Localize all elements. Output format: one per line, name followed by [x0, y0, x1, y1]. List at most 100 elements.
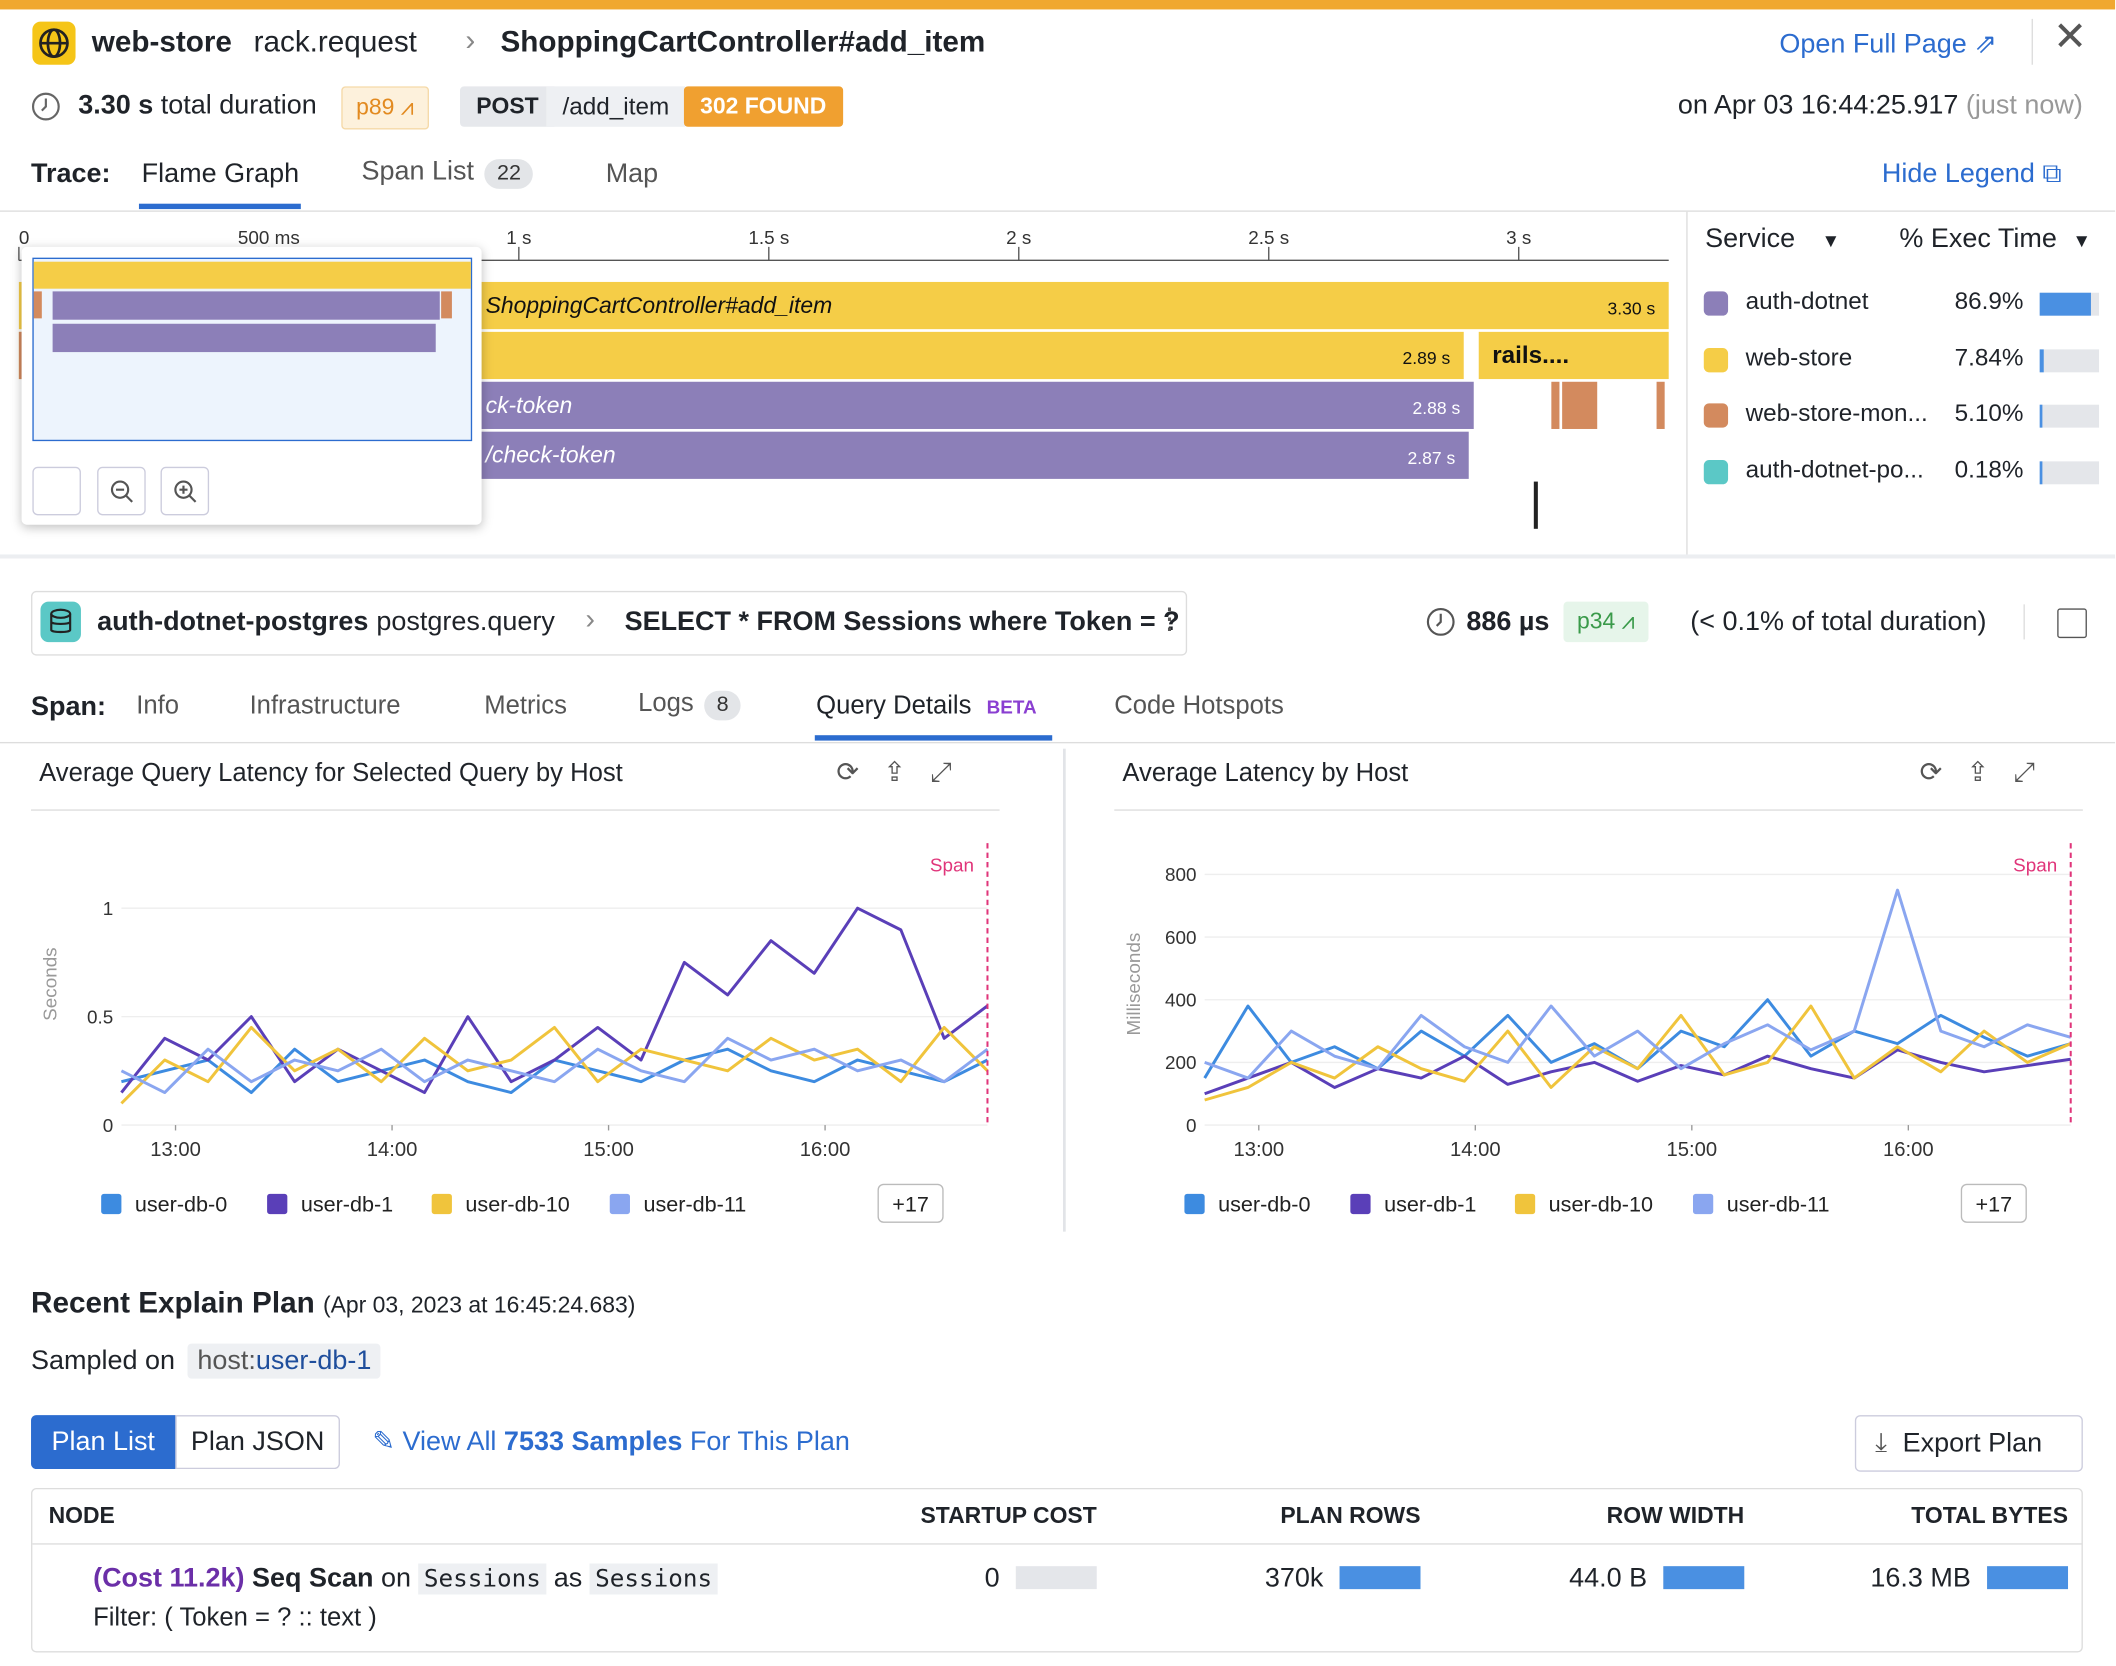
close-button[interactable]: ✕	[2053, 13, 2087, 60]
tab-metrics[interactable]: Metrics	[484, 692, 567, 722]
x-tick-label: 16:00	[800, 1139, 851, 1161]
path-badge: /add_item	[546, 86, 685, 126]
percentile-badge: p89 ⩘	[341, 86, 428, 129]
y-tick-label: 400	[1165, 991, 1197, 1012]
legend-swatch	[1350, 1194, 1370, 1214]
cursor-marker	[1534, 482, 1538, 529]
y-axis-label: Milliseconds	[1124, 933, 1145, 1036]
x-tick-label: 13:00	[1233, 1139, 1284, 1161]
legend-name: web-store	[1746, 343, 1853, 371]
legend-bar-track	[2040, 405, 2099, 428]
y-tick-label: 800	[1165, 865, 1197, 886]
tab-underline	[815, 735, 1052, 740]
view-all-samples[interactable]: ✎ View All 7533 Samples For This Plan	[372, 1425, 850, 1459]
legend-label: user-db-11	[1727, 1191, 1830, 1216]
minimap-viewport	[32, 258, 472, 441]
host-key: host:	[197, 1346, 255, 1376]
span-resource: SELECT * FROM Sessions where Token = ?	[625, 607, 1180, 638]
minimap-bar	[53, 291, 440, 319]
column-header: NODE	[49, 1503, 115, 1530]
legend-label: user-db-1	[1384, 1191, 1476, 1216]
tick-label: 2.5 s	[1248, 228, 1289, 249]
legend-swatch	[101, 1194, 121, 1214]
plan-json-button[interactable]: Plan JSON	[175, 1415, 340, 1469]
series-line	[121, 908, 987, 1092]
chevron: ›	[585, 604, 594, 636]
tab-query-details[interactable]: Query Details BETA	[816, 692, 1037, 722]
metric-bar	[1663, 1566, 1744, 1589]
divider	[1063, 749, 1066, 1232]
metric-value: 16.3 MB	[1870, 1563, 1970, 1594]
y-tick-label: 200	[1165, 1053, 1197, 1074]
method-badge: POST	[460, 86, 555, 126]
service-sort[interactable]: Service ▼	[1705, 224, 1840, 255]
span-label: ShoppingCartController#add_item	[486, 292, 833, 318]
tab-info[interactable]: Info	[136, 692, 179, 722]
export-plan-button[interactable]: ⤓ Export Plan	[1855, 1415, 2083, 1472]
legend-label: user-db-10	[1549, 1191, 1653, 1216]
legend-swatch	[1704, 459, 1728, 483]
y-tick-label: 0	[1186, 1116, 1197, 1137]
span-bar-small	[1657, 382, 1665, 429]
metric-value: 370k	[1265, 1563, 1324, 1594]
span-operation: postgres.query	[376, 607, 554, 638]
span-bar-small	[1551, 382, 1559, 429]
span-marker-label: Span	[930, 855, 974, 876]
hide-legend[interactable]: Hide Legend ⧉	[1882, 159, 2062, 190]
plan-list-button[interactable]: Plan List	[31, 1415, 175, 1469]
sampled-on: Sampled on host:user-db-1	[31, 1346, 381, 1377]
span-label: /check-token	[484, 442, 616, 468]
span-duration: 3.30 s	[1608, 298, 1656, 318]
plan-node: (Cost 11.2k) Seq Scan on Sessions as Ses…	[93, 1563, 717, 1594]
legend-pct: 5.10%	[1955, 399, 2024, 427]
open-full-page-label: Open Full Page	[1779, 30, 1966, 60]
legend-swatch	[610, 1194, 630, 1214]
x-tick-label: 14:00	[367, 1139, 418, 1161]
chart-actions[interactable]: ⟳⇪⤢	[1920, 755, 2060, 789]
duration-label: total duration	[161, 90, 317, 120]
x-tick-label: 16:00	[1883, 1139, 1934, 1161]
node-alias: Sessions	[590, 1563, 718, 1594]
zoom-out[interactable]	[97, 467, 146, 516]
chart-actions[interactable]: ⟳⇪⤢	[836, 755, 976, 789]
metric-bar	[1987, 1566, 2068, 1589]
column-header: STARTUP COST	[920, 1503, 1096, 1530]
node-filter: Filter: ( Token = ? :: text )	[93, 1604, 377, 1634]
explain-heading: Recent Explain Plan (Apr 03, 2023 at 16:…	[31, 1286, 635, 1321]
node-cost: (Cost 11.2k)	[93, 1563, 244, 1593]
tab-code-hotspots[interactable]: Code Hotspots	[1114, 692, 1284, 722]
legend-bar	[2040, 405, 2043, 428]
tab-logs[interactable]: Logs8	[638, 689, 741, 720]
exec-sort[interactable]: % Exec Time ▼	[1899, 224, 2091, 255]
minimap-collapse[interactable]	[32, 467, 81, 516]
duration-value: 3.30 s	[78, 90, 153, 120]
span-menu[interactable]: ⋮	[1155, 602, 1185, 637]
hide-legend-label: Hide Legend	[1882, 159, 2035, 189]
more-label: +17	[1976, 1191, 2013, 1216]
divider	[0, 742, 2115, 743]
db-icon-glyph	[40, 602, 80, 642]
span-percentile: p34	[1577, 608, 1615, 634]
beta-badge: BETA	[987, 696, 1037, 718]
globe-icon	[32, 22, 75, 65]
open-full-page[interactable]: Open Full Page ⇗	[1779, 27, 1997, 61]
tab-span-list[interactable]: Span List22	[362, 156, 534, 188]
legend-bar	[2040, 461, 2043, 484]
tick-label: 3 s	[1506, 228, 1531, 249]
operation-name: rack.request	[254, 24, 417, 59]
minimap	[22, 247, 482, 525]
span-duration: 886 µs	[1466, 607, 1549, 638]
legend-name: auth-dotnet	[1746, 287, 1869, 315]
tab-flame-graph[interactable]: Flame Graph	[142, 159, 299, 190]
service-name: web-store	[92, 24, 232, 59]
series-line	[1205, 890, 2071, 1078]
export-plan-label: Export Plan	[1903, 1429, 2042, 1459]
zoom-in[interactable]	[161, 467, 210, 516]
tab-map[interactable]: Map	[606, 159, 658, 190]
collapse-button[interactable]	[2057, 608, 2087, 638]
tab-infrastructure[interactable]: Infrastructure	[250, 692, 401, 722]
span-share: (< 0.1% of total duration)	[1690, 607, 1986, 638]
metric-bar-track	[1016, 1566, 1097, 1589]
legend-swatch	[1515, 1194, 1535, 1214]
